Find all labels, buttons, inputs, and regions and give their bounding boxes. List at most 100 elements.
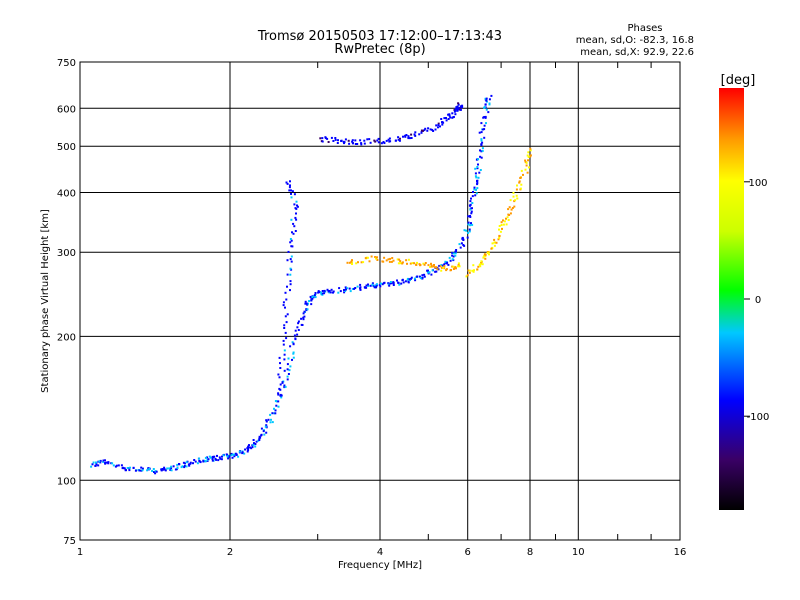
data-point [383, 281, 386, 284]
data-point [296, 205, 299, 208]
data-point [526, 154, 529, 157]
data-point [472, 270, 475, 273]
data-point [456, 109, 459, 112]
data-point [482, 256, 485, 259]
data-point [230, 454, 233, 457]
data-point [204, 460, 207, 463]
data-point [385, 139, 388, 142]
data-point [359, 286, 362, 289]
data-point [445, 269, 448, 272]
data-point [264, 425, 267, 428]
colorbar-ticks: -100 0 100 [744, 178, 769, 423]
data-point [332, 140, 335, 142]
y-tick-label: 500 [57, 142, 76, 153]
data-point [162, 468, 165, 471]
data-point [519, 176, 522, 179]
data-point [94, 464, 97, 467]
data-point [525, 161, 528, 164]
data-point [430, 273, 433, 276]
data-point [478, 131, 481, 134]
data-point [373, 285, 376, 288]
data-point [204, 456, 207, 459]
data-point [330, 136, 333, 139]
data-point [397, 281, 400, 284]
phases-x-stats: mean, sd,X: 92.9, 22.6 [580, 47, 694, 58]
data-point [369, 141, 372, 144]
data-point [254, 445, 257, 448]
data-point [296, 204, 298, 207]
data-point [528, 166, 530, 169]
data-point [359, 283, 362, 286]
data-point [277, 373, 280, 376]
data-point [192, 462, 194, 465]
data-point [213, 455, 216, 458]
data-point [304, 302, 307, 305]
data-point [451, 251, 454, 254]
data-point [170, 467, 173, 469]
x-axis-label: Frequency [MHz] [338, 560, 422, 571]
data-point [477, 176, 480, 179]
data-point [398, 283, 401, 286]
data-point [387, 282, 390, 285]
data-point [211, 459, 214, 462]
data-point [458, 106, 461, 109]
data-point [290, 239, 293, 242]
data-point [293, 334, 296, 337]
data-point [90, 465, 93, 468]
data-point [288, 186, 291, 189]
data-point [287, 250, 290, 253]
data-point [473, 269, 475, 272]
data-point [451, 265, 454, 268]
data-point [311, 297, 314, 300]
data-point [153, 471, 155, 473]
data-point [286, 259, 289, 262]
data-point [356, 285, 359, 288]
data-point [410, 137, 413, 139]
data-point [279, 367, 282, 369]
data-point [327, 290, 330, 293]
data-point [452, 255, 455, 258]
data-point [485, 122, 487, 125]
data-point [274, 412, 277, 415]
data-point [515, 194, 518, 197]
data-point [434, 270, 437, 273]
data-point [444, 260, 447, 263]
data-point [440, 118, 443, 120]
data-point [458, 243, 461, 246]
data-point [486, 251, 489, 253]
data-point [370, 255, 373, 258]
data-point [330, 288, 333, 291]
data-point [251, 446, 254, 449]
data-point [219, 457, 222, 460]
data-point [206, 456, 209, 459]
data-point [188, 464, 191, 467]
data-point [99, 459, 102, 462]
data-point [423, 273, 426, 276]
data-point [291, 231, 293, 234]
data-point [437, 124, 440, 126]
data-point [98, 460, 101, 463]
data-point [228, 455, 231, 458]
data-point [443, 265, 446, 268]
colorbar-tick-label: 100 [748, 178, 767, 189]
data-point [282, 304, 285, 307]
data-point [170, 465, 173, 468]
data-point [484, 103, 487, 106]
data-point [480, 131, 483, 134]
data-point [510, 208, 513, 211]
data-point [437, 126, 439, 129]
data-point [405, 259, 408, 262]
data-point [437, 268, 440, 271]
data-point [365, 286, 368, 289]
data-point [373, 286, 376, 289]
data-point [438, 264, 441, 267]
data-point [366, 256, 369, 259]
data-point [237, 455, 240, 458]
data-point [254, 443, 257, 445]
data-point [183, 465, 186, 467]
data-point [290, 260, 293, 263]
plot-frame [79, 61, 681, 541]
data-point [283, 324, 286, 327]
data-point [474, 167, 477, 170]
data-point [289, 283, 292, 286]
